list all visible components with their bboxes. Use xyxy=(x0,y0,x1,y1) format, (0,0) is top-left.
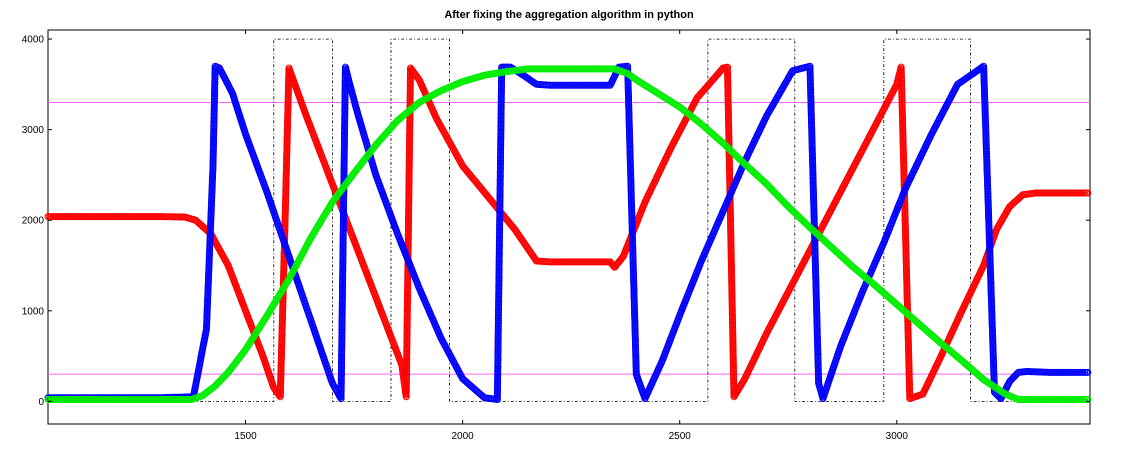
phase-windows xyxy=(48,38,1090,402)
plot-frame xyxy=(47,29,1091,425)
chart-title: After fixing the aggregation algorithm i… xyxy=(444,9,694,21)
phase-window-line xyxy=(48,38,1090,402)
data-series xyxy=(44,62,1092,404)
series-0 xyxy=(44,63,1092,403)
